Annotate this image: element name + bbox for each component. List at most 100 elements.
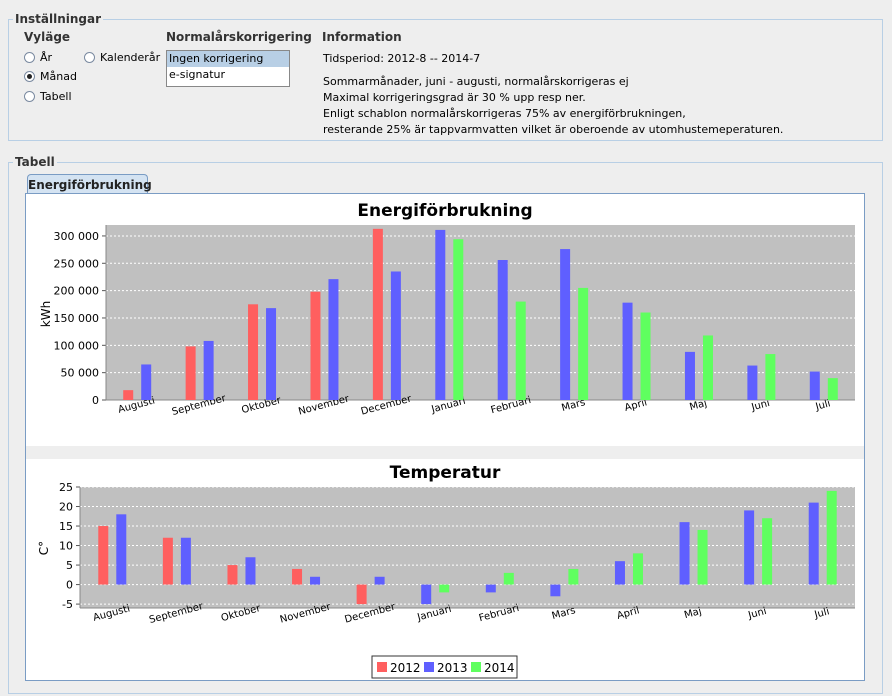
bar-2013-Juli <box>809 371 820 400</box>
bar-2012-December <box>372 228 383 400</box>
y-tick-label: 0 <box>66 579 73 592</box>
plot-area <box>106 225 855 400</box>
radio-calendar-year[interactable]: Kalenderår <box>84 51 160 64</box>
settings-panel: Inställningar <box>8 12 883 141</box>
bar-2012-Oktober <box>248 304 259 400</box>
x-tick-label: Maj <box>683 606 703 621</box>
bar-2013-November <box>310 576 321 585</box>
list-item-no-correction[interactable]: Ingen korrigering <box>167 51 289 67</box>
time-period: Tidsperiod: 2012-8 -- 2014-7 <box>323 52 481 65</box>
bar-2014-Juli <box>826 490 837 585</box>
bar-2013-September <box>180 537 191 585</box>
bar-2014-Mars <box>568 568 579 585</box>
radio-month[interactable]: Månad <box>24 70 77 83</box>
info-line: Sommarmånader, juni - augusti, normalårs… <box>323 75 629 88</box>
bar-2014-Maj <box>702 335 713 400</box>
bar-2013-Maj <box>684 351 695 400</box>
legend-swatch-2014 <box>471 662 481 672</box>
y-tick-label: 250 000 <box>54 257 100 270</box>
y-axis-label: C° <box>37 541 51 555</box>
bar-2013-Mars <box>560 249 571 400</box>
bar-2013-Juni <box>747 365 758 400</box>
legend-swatch-2012 <box>377 662 387 672</box>
radio-year[interactable]: År <box>24 51 52 64</box>
legend-label: 2014 <box>484 661 515 675</box>
bar-2013-April <box>614 561 625 585</box>
bar-2012-November <box>292 568 303 585</box>
bar-2013-December <box>390 271 401 400</box>
bar-2013-Februari <box>485 584 496 593</box>
y-axis-label: kWh <box>39 301 53 327</box>
bar-2013-September <box>203 340 214 400</box>
y-tick-label: 50 000 <box>61 367 100 380</box>
info-line: Maximal korrigeringsgrad är 30 % upp res… <box>323 91 586 104</box>
y-tick-label: -5 <box>62 598 73 611</box>
bar-2012-September <box>162 537 173 585</box>
y-tick-label: 15 <box>59 520 73 533</box>
plot-area <box>80 487 855 608</box>
y-tick-label: 10 <box>59 540 73 553</box>
chart-energy: 0 50 000 100 000 150 000 200 000 250 000 300 0… <box>39 201 855 418</box>
bar-2014-Mars <box>578 287 589 400</box>
y-tick-label: 20 <box>59 501 73 514</box>
legend-label: 2013 <box>437 661 468 675</box>
information-header: Information <box>322 30 402 44</box>
y-tick-label: 5 <box>66 559 73 572</box>
bar-2014-Februari <box>515 301 526 400</box>
bar-2014-Juni <box>765 354 776 400</box>
bar-2013-Augusti <box>116 514 127 585</box>
info-line: Enligt schablon normalårskorrigeras 75% … <box>323 107 686 120</box>
y-tick-label: 200 000 <box>54 285 100 298</box>
bar-2013-Februari <box>497 260 508 400</box>
bar-2012-November <box>310 291 321 400</box>
bar-2013-Juli <box>808 502 819 585</box>
y-tick-label: 300 000 <box>54 230 100 243</box>
bar-2014-Januari <box>439 584 450 593</box>
bar-2013-Juni <box>744 510 755 585</box>
bar-2013-Mars <box>550 584 561 597</box>
list-item-e-signature[interactable]: e-signatur <box>169 68 226 81</box>
bar-2014-April <box>632 553 643 585</box>
x-tick-label: Juni <box>746 606 768 622</box>
bar-2013-Oktober <box>245 557 256 585</box>
chart-legend: 2012 2013 2014 <box>371 655 518 679</box>
legend-box <box>371 655 518 679</box>
bar-2014-Maj <box>697 529 708 585</box>
radio-circle <box>24 52 35 63</box>
view-mode-header: Vyläge <box>24 30 71 44</box>
bar-2012-September <box>185 346 196 400</box>
bar-2013-Augusti <box>141 364 152 400</box>
x-tick-label: Juli <box>814 398 832 413</box>
bar-2012-December <box>356 584 367 605</box>
y-tick-label: 25 <box>59 481 73 494</box>
bar-2014-Juli <box>827 378 838 400</box>
x-tick-label: Juni <box>749 398 771 414</box>
radio-calendar-year-label: Kalenderår <box>100 51 161 64</box>
x-tick-label: Juli <box>813 606 831 621</box>
settings-legend: Inställningar <box>13 12 104 26</box>
bar-2013-April <box>622 302 633 400</box>
radio-table[interactable]: Tabell <box>24 90 72 103</box>
bar-2014-Januari <box>453 239 464 400</box>
y-tick-label: 0 <box>92 394 99 407</box>
radio-year-label: År <box>40 51 53 64</box>
bar-2014-April <box>640 312 651 400</box>
table-legend: Tabell <box>13 155 57 169</box>
bar-2013-Januari <box>421 584 432 605</box>
chart-separator <box>26 446 864 459</box>
tab-energy-consumption[interactable]: Energiförbrukning <box>27 174 152 194</box>
bar-2012-Augusti <box>98 526 109 585</box>
y-tick-label: 100 000 <box>54 339 100 352</box>
radio-table-label: Tabell <box>40 90 72 103</box>
chart-title: Energiförbrukning <box>357 201 532 221</box>
bar-2013-Maj <box>679 522 690 585</box>
radio-circle <box>84 52 95 63</box>
chart-title: Temperatur <box>390 463 501 483</box>
normalization-list[interactable]: Ingen korrigering e-signatur <box>166 50 290 87</box>
bar-2013-Oktober <box>266 308 277 400</box>
radio-month-label: Månad <box>40 70 77 83</box>
y-tick-label: 150 000 <box>54 312 100 325</box>
bar-2012-Augusti <box>123 390 134 400</box>
